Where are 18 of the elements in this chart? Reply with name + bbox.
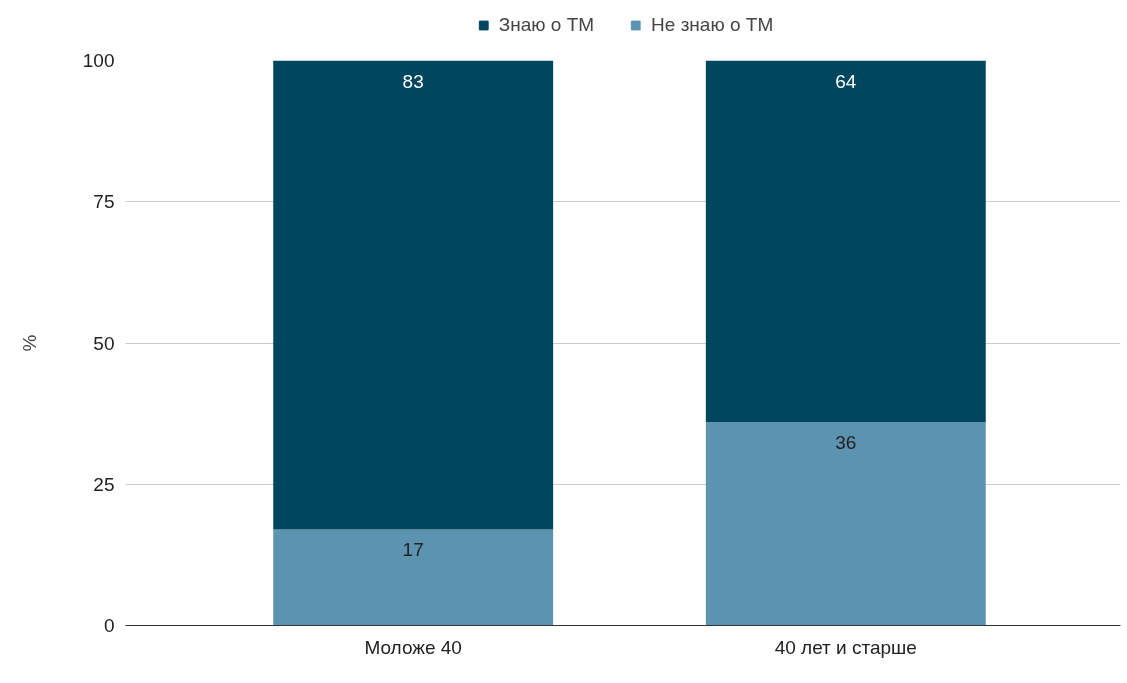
y-tick-label: 0	[103, 615, 115, 636]
bar	[705, 422, 986, 626]
y-tick-label: 75	[93, 191, 115, 213]
data-label: 36	[835, 432, 857, 454]
bar	[705, 60, 986, 423]
y-tick-label: 100	[82, 50, 115, 71]
y-tick-label: 50	[93, 332, 115, 354]
y-axis-title: %	[18, 334, 40, 352]
x-tick-label: 40 лет и старше	[774, 636, 917, 658]
data-label: 17	[402, 539, 424, 561]
bar	[273, 529, 554, 626]
x-tick-label: Моложе 40	[364, 636, 462, 658]
legend-label: Знаю о ТМ	[498, 14, 595, 36]
bar	[273, 60, 554, 530]
data-label: 83	[402, 70, 424, 92]
y-tick-label: 25	[93, 473, 115, 495]
data-label: 64	[835, 70, 857, 92]
legend-label: Не знаю о ТМ	[651, 14, 774, 36]
